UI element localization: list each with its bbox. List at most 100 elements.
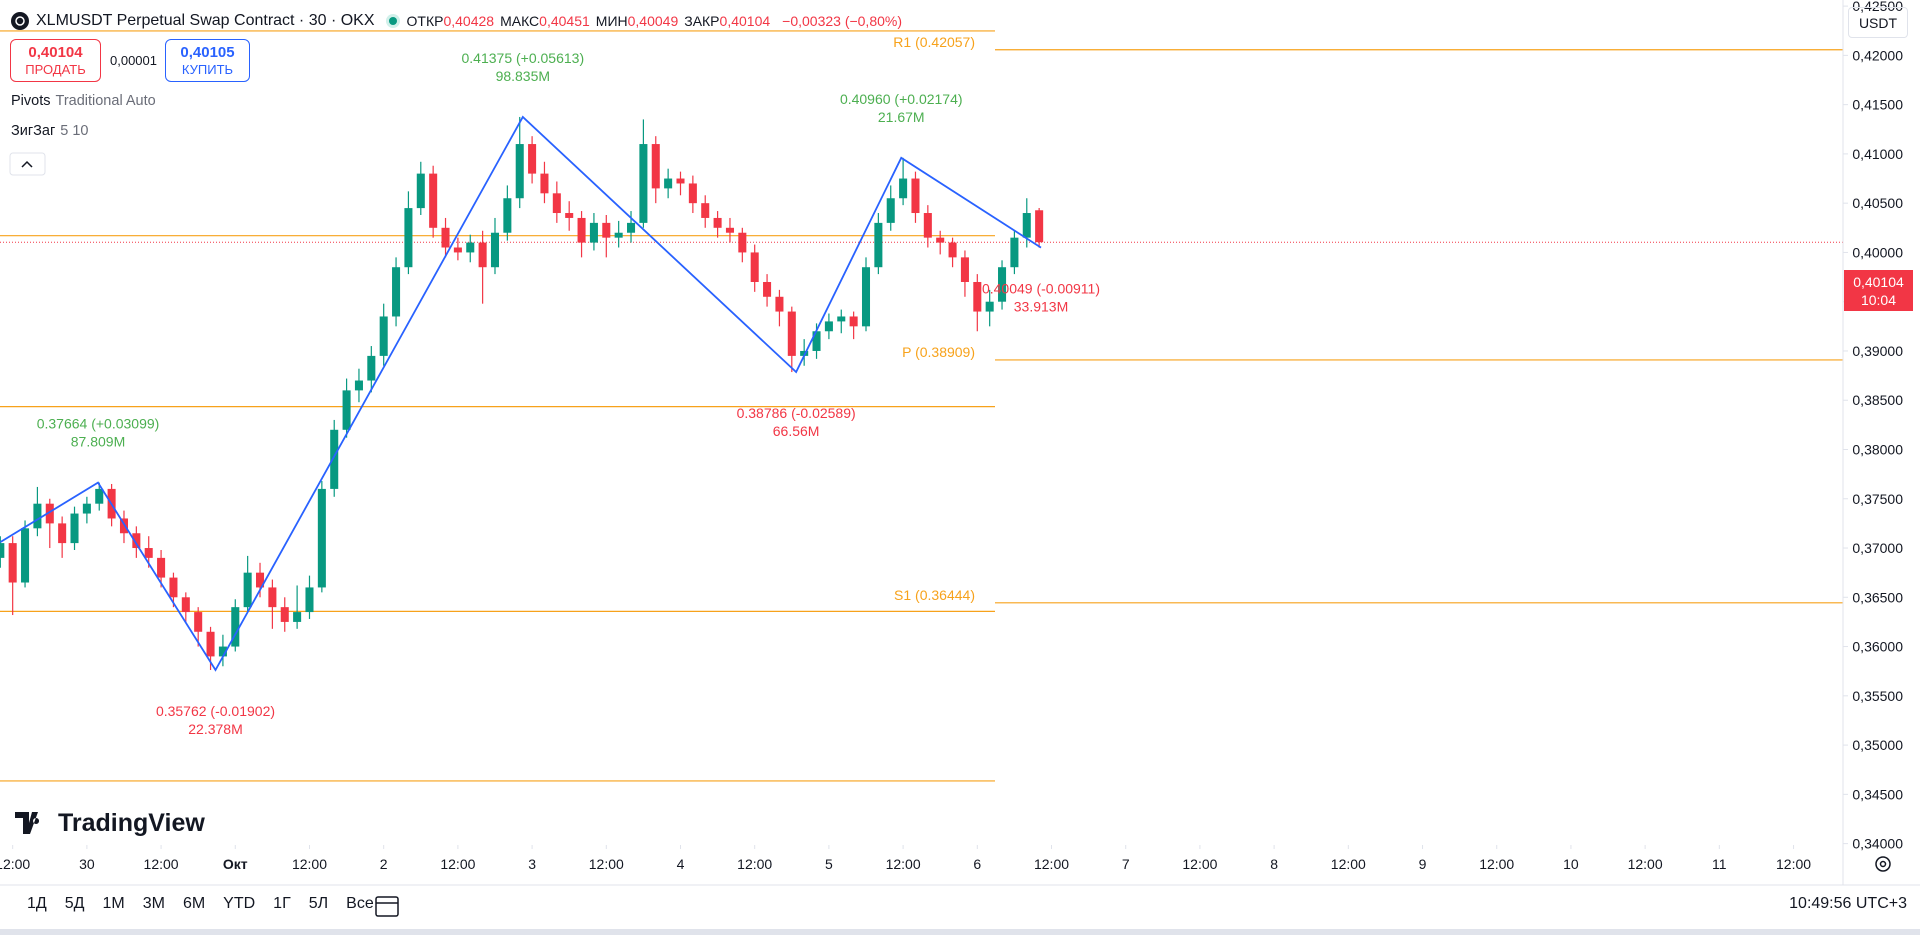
candle-body bbox=[317, 488, 326, 588]
range-button[interactable]: 5Л bbox=[308, 895, 329, 912]
ohlc-value: 0,40428 bbox=[443, 13, 495, 29]
x-tick-label: 12:00 bbox=[1628, 856, 1663, 872]
x-tick-label: 4 bbox=[677, 856, 685, 872]
candle-body bbox=[837, 316, 846, 322]
ohlc-label: МАКС bbox=[500, 13, 540, 29]
candle-body bbox=[713, 217, 722, 228]
candle-body bbox=[305, 587, 314, 613]
indicator-params: Traditional Auto bbox=[55, 93, 156, 109]
x-tick-label: 30 bbox=[79, 856, 95, 872]
candle-body bbox=[33, 503, 42, 529]
candle-body bbox=[293, 612, 302, 622]
x-tick-label: 12:00 bbox=[1182, 856, 1217, 872]
candle-body bbox=[70, 513, 79, 544]
range-button[interactable]: YTD bbox=[223, 895, 256, 912]
indicator-name: Pivots bbox=[11, 93, 51, 109]
range-button[interactable]: 5Д bbox=[64, 895, 85, 912]
x-tick-label: 7 bbox=[1122, 856, 1130, 872]
candle-body bbox=[255, 572, 265, 588]
candle-body bbox=[874, 222, 883, 268]
candle-body bbox=[800, 350, 809, 356]
x-tick-label: 8 bbox=[1270, 856, 1278, 872]
calendar-icon[interactable] bbox=[375, 896, 399, 917]
candle-body bbox=[565, 213, 574, 218]
range-button[interactable]: 6М bbox=[182, 895, 206, 912]
candle-body bbox=[701, 203, 710, 218]
ohlc-value: 0,40104 bbox=[719, 13, 771, 29]
candle-body bbox=[404, 208, 413, 268]
candle-body bbox=[515, 144, 524, 199]
candle-body bbox=[95, 488, 104, 504]
candle-body bbox=[639, 144, 648, 223]
settings-icon[interactable] bbox=[1875, 856, 1891, 872]
logo[interactable]: TradingView bbox=[15, 809, 205, 837]
plot-area: R1 (0.42057) P (0.38909) S1 (0.36444) 0.376… bbox=[0, 30, 1843, 782]
candle-body bbox=[552, 193, 561, 214]
spread: 0,00001 bbox=[110, 53, 157, 68]
collapse-button[interactable] bbox=[9, 152, 46, 176]
candle-body bbox=[119, 518, 128, 534]
currency-button[interactable]: USDT bbox=[1848, 7, 1908, 38]
candle-body bbox=[144, 548, 153, 558]
range-button[interactable]: 1Д bbox=[27, 895, 47, 912]
indicator-name: ЗигЗаг bbox=[11, 123, 56, 139]
indicator-params: 5 10 bbox=[60, 123, 89, 139]
sell-price: 0,40104 bbox=[28, 43, 83, 61]
y-tick-label: 0,39000 bbox=[1852, 343, 1903, 359]
candle-body bbox=[206, 631, 215, 657]
candle-body bbox=[354, 380, 363, 391]
candle-body bbox=[899, 178, 908, 199]
zigzag-volume: 22.378M bbox=[188, 721, 242, 737]
ohlc-label: ЗАКР bbox=[684, 13, 720, 29]
x-tick-label: 11 bbox=[1712, 856, 1727, 872]
candle-body bbox=[998, 267, 1007, 302]
sell-button[interactable]: 0,40104 ПРОДАТЬ bbox=[10, 39, 101, 82]
candle-body bbox=[763, 281, 772, 297]
buy-button[interactable]: 0,40105 КУПИТЬ bbox=[165, 39, 250, 82]
candle-body bbox=[688, 183, 697, 204]
candle-body bbox=[416, 173, 425, 209]
candle-body bbox=[973, 281, 982, 312]
candle-body bbox=[540, 173, 549, 194]
range-button[interactable]: 1Г bbox=[273, 895, 291, 912]
zigzag-volume: 87.809M bbox=[71, 434, 125, 450]
candle-body bbox=[849, 316, 858, 327]
clock[interactable]: 10:49:56 UTC+3 bbox=[1789, 895, 1907, 912]
candle-body bbox=[169, 577, 178, 598]
candle-body bbox=[787, 311, 796, 356]
range-button[interactable]: 3М bbox=[142, 895, 165, 912]
indicator-legend[interactable]: ЗигЗаг 5 10 bbox=[11, 123, 89, 139]
sell-label: ПРОДАТЬ bbox=[25, 61, 86, 77]
range-button[interactable]: Все bbox=[346, 895, 374, 912]
x-tick-label: 9 bbox=[1419, 856, 1427, 872]
candle-body bbox=[8, 543, 17, 583]
candle-body bbox=[268, 587, 277, 608]
candle-body bbox=[453, 247, 462, 253]
x-tick-label: 12:00 bbox=[886, 856, 921, 872]
candle-body bbox=[923, 213, 932, 238]
candle-body bbox=[960, 257, 969, 282]
candle-body bbox=[750, 252, 759, 282]
symbol-title[interactable]: XLMUSDT Perpetual Swap Contract · 30 · O… bbox=[36, 12, 375, 29]
x-tick-label: 12:00 bbox=[144, 856, 179, 872]
indicator-legend[interactable]: Pivots Traditional Auto bbox=[11, 93, 156, 109]
candle-body bbox=[392, 267, 401, 317]
candle-body bbox=[664, 178, 673, 189]
x-tick-label: 12:00 bbox=[589, 856, 624, 872]
price-change: −0,00323 (−0,80%) bbox=[782, 13, 903, 29]
y-tick-label: 0,40500 bbox=[1852, 195, 1903, 211]
zigzag-volume: 98.835M bbox=[496, 68, 550, 84]
range-button[interactable]: 1М bbox=[102, 895, 125, 912]
candle-body bbox=[948, 242, 957, 258]
x-tick-label: 2 bbox=[380, 856, 388, 872]
candle-body bbox=[330, 429, 339, 489]
y-tick-label: 0,37500 bbox=[1852, 491, 1903, 507]
zigzag-volume: 33.913M bbox=[1014, 299, 1068, 315]
y-tick-label: 0,35500 bbox=[1852, 688, 1903, 704]
zigzag-label: 0.40960 (+0.02174) bbox=[840, 91, 963, 107]
symbol-header: XLMUSDT Perpetual Swap Contract · 30 · O… bbox=[10, 8, 902, 34]
candle-body bbox=[231, 607, 240, 647]
candle-body bbox=[466, 242, 475, 253]
pivot-label: P (0.38909) bbox=[902, 344, 975, 360]
candle-body bbox=[824, 321, 833, 332]
